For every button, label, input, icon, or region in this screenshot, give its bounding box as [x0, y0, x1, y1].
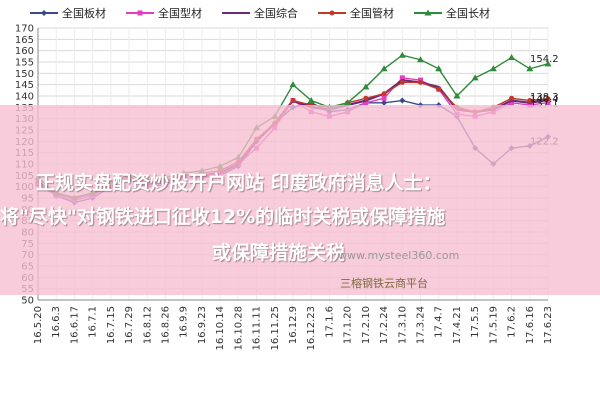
data-point — [545, 96, 551, 102]
data-point — [380, 65, 388, 72]
data-point — [399, 97, 406, 104]
data-point — [545, 100, 551, 106]
annotation-label: 140.4 — [530, 94, 559, 105]
legend-label: 全国管材 — [350, 7, 394, 20]
headline-line-2: 将"尽快"对钢铁进口征收12%的临时关税或保障措施 — [0, 206, 446, 228]
data-point — [41, 10, 47, 16]
data-point — [489, 65, 497, 72]
data-point — [381, 99, 388, 106]
x-tick-label: 17.1.20 — [343, 306, 354, 344]
x-tick-label: 17.6.16 — [525, 306, 536, 344]
legend-swatch — [318, 10, 346, 16]
legend-label: 全国板材 — [62, 7, 106, 20]
data-point — [307, 97, 315, 104]
legend-item: 全国长材 — [414, 4, 490, 22]
data-point — [527, 98, 533, 104]
watermark-brand: 三榕钢铁云商平台 — [340, 277, 428, 290]
x-tick-label: 16.10.28 — [233, 306, 244, 351]
x-tick-label: 16.7.15 — [106, 306, 117, 344]
data-point — [290, 98, 296, 104]
x-tick-label: 16.9.23 — [197, 306, 208, 344]
x-tick-label: 16.12.23 — [306, 306, 317, 351]
x-tick-label: 17.3.24 — [416, 306, 427, 344]
legend-swatch — [30, 10, 58, 16]
legend-item: 全国板材 — [30, 4, 106, 22]
y-tick-label: 170 — [15, 24, 34, 35]
data-point — [471, 74, 479, 81]
x-tick-label: 17.6.23 — [543, 306, 554, 344]
x-tick-label: 16.6.3 — [51, 306, 62, 338]
legend-label: 全国长材 — [446, 7, 490, 20]
data-point — [526, 65, 534, 72]
data-point — [363, 100, 369, 106]
data-point — [344, 99, 352, 106]
data-point — [424, 9, 432, 16]
y-tick-label: 160 — [15, 46, 34, 57]
legend-item: 全国管材 — [318, 4, 394, 22]
data-point — [329, 10, 335, 16]
data-point — [381, 91, 387, 97]
headline-line-3: 或保障措施关税 — [212, 242, 346, 264]
data-point — [417, 56, 424, 63]
data-point — [508, 53, 516, 60]
data-point — [453, 92, 461, 99]
legend-item: 全国综合 — [222, 4, 298, 22]
data-point — [381, 95, 387, 101]
x-tick-label: 17.5.5 — [470, 306, 481, 338]
x-tick-label: 16.11.11 — [252, 306, 263, 351]
y-tick-label: 145 — [15, 80, 34, 91]
annotation-label: 137.1 — [530, 99, 559, 110]
y-tick-label: 155 — [15, 58, 34, 69]
legend-swatch — [222, 12, 250, 14]
data-point — [363, 95, 369, 101]
legend-label: 全国综合 — [254, 7, 298, 20]
watermark-url: www.mysteel360.com — [338, 249, 460, 262]
x-tick-label: 17.5.19 — [488, 306, 499, 344]
annotation-label: 138.3 — [530, 92, 559, 103]
annotation-label: 154.2 — [530, 54, 559, 65]
data-point — [544, 60, 552, 67]
x-tick-label: 17.2.10 — [361, 306, 372, 344]
data-point — [398, 51, 406, 58]
x-axis: 16.5.20 16.6.3 16.6.17 16.7.1 16.7.15 16.7.29… — [33, 299, 554, 351]
legend-item: 全国型材 — [126, 4, 202, 22]
x-tick-label: 16.11.25 — [270, 306, 281, 351]
data-point — [509, 95, 515, 101]
legend: 全国板材 全国型材 全国综合 全国管材 全国长材 — [30, 4, 595, 22]
x-tick-label: 16.5.20 — [33, 306, 44, 344]
x-tick-label: 16.8.12 — [142, 306, 153, 344]
x-tick-label: 17.4.21 — [452, 306, 463, 344]
legend-label: 全国型材 — [158, 7, 202, 20]
x-tick-label: 17.2.24 — [379, 306, 390, 344]
data-point — [435, 65, 443, 72]
data-point — [289, 81, 297, 88]
x-tick-label: 16.10.14 — [215, 306, 226, 351]
legend-swatch — [126, 10, 154, 16]
data-point — [509, 100, 515, 106]
y-tick-label: 150 — [15, 69, 34, 80]
x-tick-label: 17.4.7 — [434, 306, 445, 338]
legend-swatch — [414, 9, 442, 16]
data-point — [418, 79, 423, 85]
x-tick-label: 16.9.9 — [179, 306, 190, 338]
x-tick-label: 16.12.9 — [288, 306, 299, 344]
data-point — [436, 86, 442, 92]
data-point — [362, 83, 370, 90]
x-tick-label: 16.7.29 — [124, 306, 135, 344]
x-tick-label: 17.3.10 — [397, 306, 408, 344]
x-tick-label: 16.7.1 — [88, 306, 99, 338]
headline-overlay — [0, 105, 600, 295]
data-point — [399, 75, 405, 81]
x-tick-label: 17.1.6 — [324, 306, 335, 338]
x-tick-label: 17.6.2 — [507, 306, 518, 338]
y-tick-label: 140 — [15, 92, 34, 103]
y-tick-label: 165 — [15, 35, 34, 46]
data-point — [137, 10, 143, 16]
x-tick-label: 16.6.17 — [69, 306, 80, 344]
x-tick-label: 16.8.26 — [161, 306, 172, 344]
y-tick-label: 50 — [21, 296, 34, 307]
data-point — [399, 79, 405, 85]
headline-line-1: 正规实盘配资炒股开户网站 印度政府消息人士： — [36, 172, 442, 194]
